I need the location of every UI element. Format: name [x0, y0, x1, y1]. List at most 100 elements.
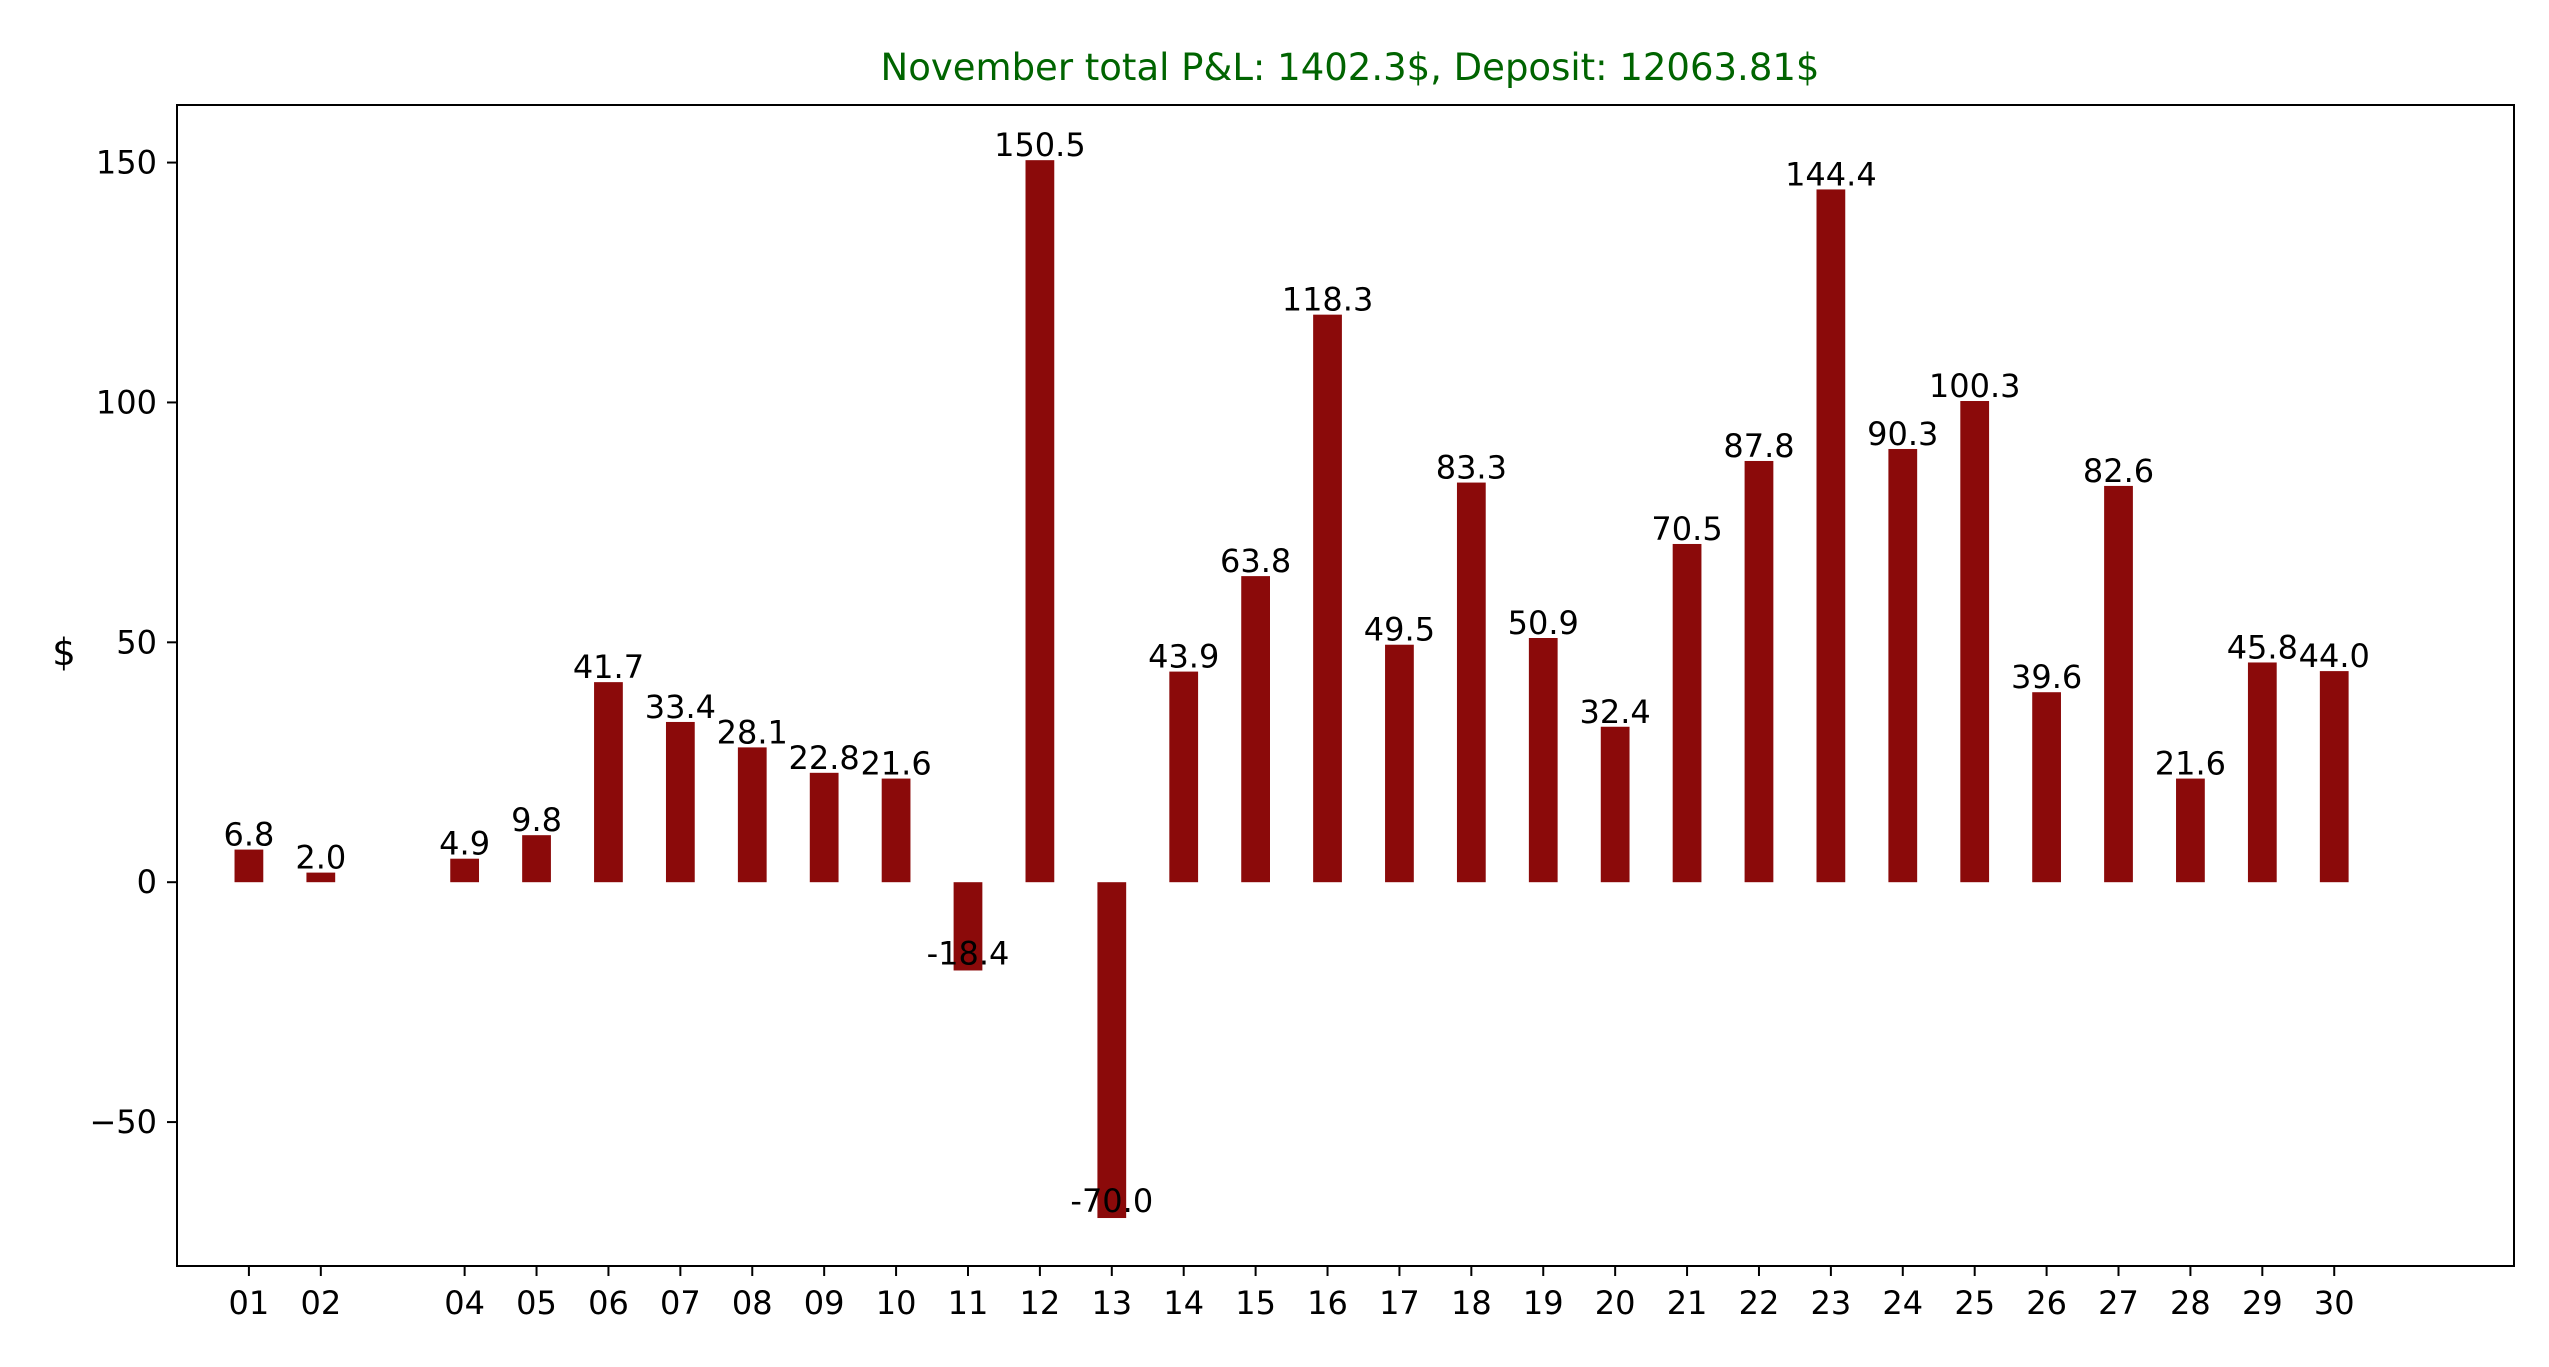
x-tick-label-19: 19	[1523, 1284, 1564, 1322]
bar-24	[1888, 448, 1918, 883]
y-tick-label-100: 100	[96, 383, 157, 421]
bar-23	[1816, 189, 1846, 883]
data-label-27: 82.6	[2083, 452, 2154, 490]
x-tick-label-23: 23	[1811, 1284, 1852, 1322]
data-label-15: 63.8	[1220, 542, 1291, 580]
y-tick-label--50: −50	[89, 1103, 157, 1141]
bar-21	[1672, 543, 1702, 883]
y-axis-ticks: −50 0 50 100 150	[89, 144, 177, 1141]
data-label-13: -70.0	[1070, 1182, 1153, 1220]
bar-10	[881, 778, 911, 883]
bar-07	[665, 721, 695, 883]
x-tick-label-18: 18	[1451, 1284, 1492, 1322]
data-label-23: 144.4	[1785, 155, 1877, 193]
data-label-20: 32.4	[1580, 693, 1651, 731]
bar-19	[1528, 638, 1558, 883]
plot-frame	[176, 104, 2515, 1267]
x-tick-label-10: 10	[876, 1284, 917, 1322]
bar-06	[594, 682, 623, 883]
data-labels-layer: 6.82.0 4.99.841.733.428.122.8 21.6-18.4150…	[223, 126, 2369, 1220]
y-tick-label-0: 0	[137, 863, 157, 901]
data-label-28: 21.6	[2155, 745, 2226, 783]
x-tick-label-01: 01	[229, 1284, 270, 1322]
data-label-21: 70.5	[1651, 510, 1722, 548]
data-label-18: 83.3	[1436, 449, 1507, 487]
x-tick-label-26: 26	[2026, 1284, 2067, 1322]
bar-15	[1241, 576, 1270, 883]
bar-11	[953, 882, 983, 971]
data-label-07: 33.4	[645, 688, 716, 726]
x-tick-label-25: 25	[1954, 1284, 1995, 1322]
x-tick-label-15: 15	[1235, 1284, 1276, 1322]
x-tick-label-08: 08	[732, 1284, 773, 1322]
x-tick-label-22: 22	[1739, 1284, 1780, 1322]
data-label-22: 87.8	[1723, 427, 1794, 465]
data-label-12: 150.5	[994, 126, 1086, 164]
bar-27	[2104, 485, 2133, 883]
x-tick-label-29: 29	[2242, 1284, 2283, 1322]
bar-12	[1025, 160, 1055, 883]
x-tick-label-04: 04	[444, 1284, 485, 1322]
data-label-10: 21.6	[860, 745, 931, 783]
data-label-17: 49.5	[1364, 611, 1435, 649]
x-tick-label-27: 27	[2098, 1284, 2139, 1322]
data-label-01: 6.8	[223, 816, 274, 854]
data-label-26: 39.6	[2011, 658, 2082, 696]
data-label-30: 44.0	[2299, 637, 2370, 675]
data-label-04: 4.9	[439, 825, 490, 863]
x-tick-label-20: 20	[1595, 1284, 1636, 1322]
bar-09	[809, 772, 839, 883]
data-label-24: 90.3	[1867, 415, 1938, 453]
data-label-08: 28.1	[717, 713, 788, 751]
data-label-14: 43.9	[1148, 638, 1219, 676]
x-tick-label-12: 12	[1020, 1284, 1061, 1322]
data-label-11: -18.4	[927, 934, 1010, 972]
chart-title: November total P&L: 1402.3$, Deposit: 12…	[881, 46, 1820, 89]
bar-22	[1744, 460, 1774, 883]
data-label-09: 22.8	[789, 739, 860, 777]
y-tick-label-50: 50	[116, 623, 157, 661]
data-label-25: 100.3	[1929, 367, 2021, 405]
y-tick-label-150: 150	[96, 144, 157, 182]
bar-04	[450, 858, 480, 883]
x-axis-ticks: 01 02 04 05 06 07 08 09 10 11 12 13 14 15 16 17 18 19 20 21…	[229, 1266, 2355, 1322]
x-tick-label-30: 30	[2314, 1284, 2355, 1322]
x-tick-label-17: 17	[1379, 1284, 1420, 1322]
bar-16	[1313, 314, 1342, 883]
data-label-29: 45.8	[2227, 628, 2298, 666]
bar-26	[2032, 692, 2061, 883]
x-tick-label-07: 07	[660, 1284, 701, 1322]
x-tick-label-28: 28	[2170, 1284, 2211, 1322]
data-label-06: 41.7	[573, 648, 644, 686]
y-axis-label: $	[52, 631, 76, 674]
data-label-16: 118.3	[1282, 281, 1374, 319]
x-tick-label-02: 02	[300, 1284, 341, 1322]
bar-30	[2319, 671, 2349, 883]
data-label-02: 2.0	[295, 839, 346, 877]
x-tick-label-13: 13	[1091, 1284, 1132, 1322]
bar-29	[2247, 662, 2277, 883]
x-tick-label-05: 05	[516, 1284, 557, 1322]
bar-17	[1385, 644, 1414, 883]
bar-08	[737, 747, 767, 883]
bar-01	[234, 849, 264, 883]
bar-14	[1169, 671, 1199, 883]
x-tick-label-06: 06	[588, 1284, 629, 1322]
bar-18	[1456, 482, 1486, 883]
x-tick-label-11: 11	[948, 1284, 989, 1322]
bar-05	[522, 835, 551, 883]
x-tick-label-14: 14	[1163, 1284, 1204, 1322]
x-tick-label-09: 09	[804, 1284, 845, 1322]
x-tick-label-16: 16	[1307, 1284, 1348, 1322]
x-tick-label-24: 24	[1882, 1284, 1923, 1322]
bar-28	[2176, 778, 2205, 883]
bars-layer	[234, 160, 2349, 1219]
data-label-19: 50.9	[1508, 604, 1579, 642]
data-label-05: 9.8	[511, 801, 562, 839]
bar-25	[1960, 401, 1990, 883]
bar-20	[1600, 726, 1630, 883]
bar-02	[306, 872, 336, 883]
x-tick-label-21: 21	[1667, 1284, 1708, 1322]
bar-13	[1097, 882, 1127, 1219]
